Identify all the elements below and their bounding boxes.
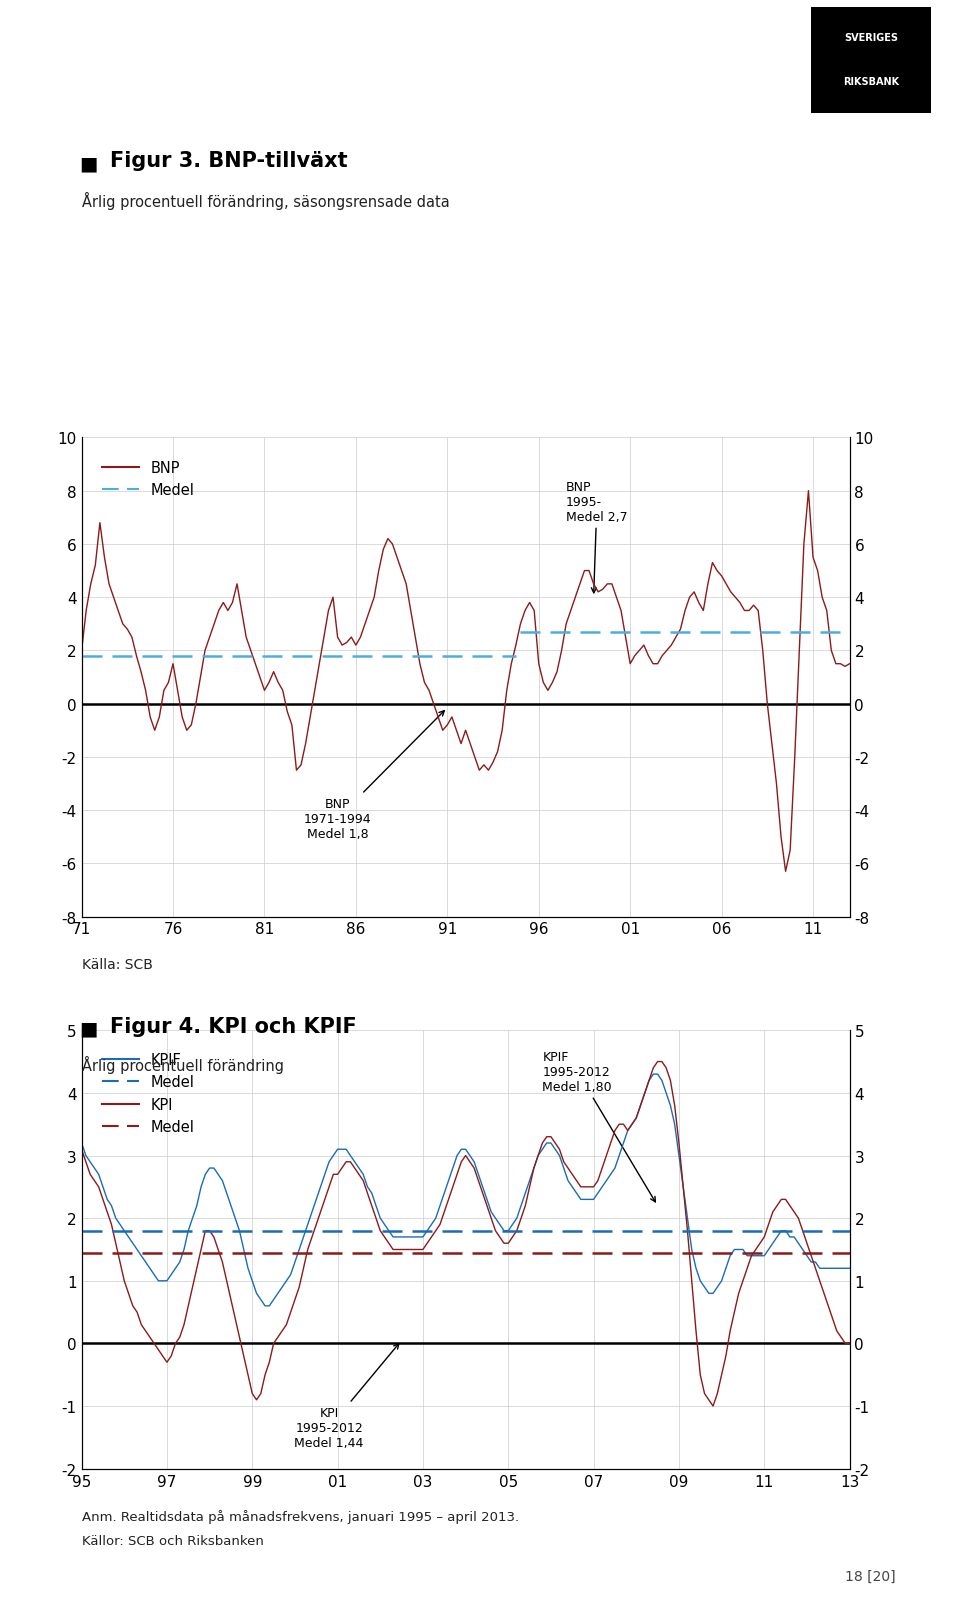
Text: Figur 3. BNP-tillväxt: Figur 3. BNP-tillväxt <box>110 151 348 170</box>
Text: Källa: SCB: Källa: SCB <box>82 958 153 972</box>
Text: Årlig procentuell förändring: Årlig procentuell förändring <box>82 1055 283 1073</box>
Text: SVERIGES: SVERIGES <box>844 32 899 42</box>
Text: Anm. Realtidsdata på månadsfrekvens, januari 1995 – april 2013.: Anm. Realtidsdata på månadsfrekvens, jan… <box>82 1509 518 1524</box>
Text: 18 [20]: 18 [20] <box>845 1568 896 1582</box>
Legend: KPIF, Medel, KPI, Medel: KPIF, Medel, KPI, Medel <box>97 1047 201 1139</box>
Text: ■: ■ <box>80 154 98 174</box>
Text: BNP
1971-1994
Medel 1,8: BNP 1971-1994 Medel 1,8 <box>303 711 444 841</box>
Text: Figur 4. KPI och KPIF: Figur 4. KPI och KPIF <box>110 1016 357 1035</box>
Text: BNP
1995-
Medel 2,7: BNP 1995- Medel 2,7 <box>566 480 628 594</box>
Text: Årlig procentuell förändring, säsongsrensade data: Årlig procentuell förändring, säsongsren… <box>82 192 449 209</box>
Text: RIKSBANK: RIKSBANK <box>843 76 900 88</box>
Text: KPI
1995-2012
Medel 1,44: KPI 1995-2012 Medel 1,44 <box>295 1344 398 1449</box>
Text: Källor: SCB och Riksbanken: Källor: SCB och Riksbanken <box>82 1534 263 1547</box>
Text: ■: ■ <box>80 1019 98 1039</box>
Legend: BNP, Medel: BNP, Medel <box>97 454 201 505</box>
Text: KPIF
1995-2012
Medel 1,80: KPIF 1995-2012 Medel 1,80 <box>542 1050 656 1203</box>
